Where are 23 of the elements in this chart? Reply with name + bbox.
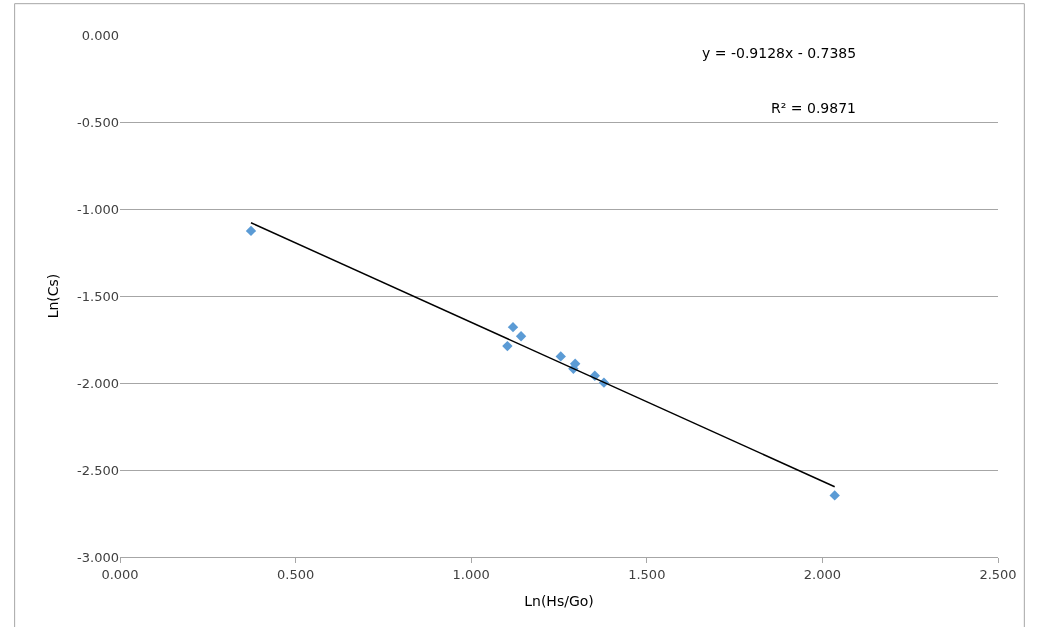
y-tick-label: -2.000 bbox=[77, 375, 119, 391]
y-axis-title: Ln(Cs) bbox=[44, 273, 61, 319]
point bbox=[555, 351, 566, 362]
annotation: R² = 0.9871 bbox=[771, 100, 856, 116]
y-tick-label: -3.000 bbox=[77, 549, 119, 565]
x-tick-label: 0.000 bbox=[101, 566, 139, 582]
x-tick-label: 2.500 bbox=[979, 566, 1017, 582]
point bbox=[507, 321, 519, 333]
y-tick-label: -1.500 bbox=[77, 288, 119, 304]
annotation: y = -0.9128x - 0.7385 bbox=[702, 45, 857, 61]
y-tick-label: -0.500 bbox=[77, 114, 119, 130]
x-tick-label: 1.500 bbox=[628, 566, 666, 582]
point bbox=[515, 330, 527, 342]
x-tick-label: 1.000 bbox=[452, 566, 490, 582]
point bbox=[245, 225, 257, 237]
point bbox=[502, 340, 513, 352]
point bbox=[829, 490, 840, 501]
x-tick-label: 2.000 bbox=[803, 566, 842, 582]
y-tick-label: -1.000 bbox=[77, 201, 119, 217]
x-tick-label: 0.500 bbox=[276, 566, 315, 582]
y-tick-label: 0.000 bbox=[81, 27, 119, 43]
y-tick-label: -2.500 bbox=[77, 462, 119, 478]
x-axis-title: Ln(Hs/Go) bbox=[524, 592, 594, 609]
